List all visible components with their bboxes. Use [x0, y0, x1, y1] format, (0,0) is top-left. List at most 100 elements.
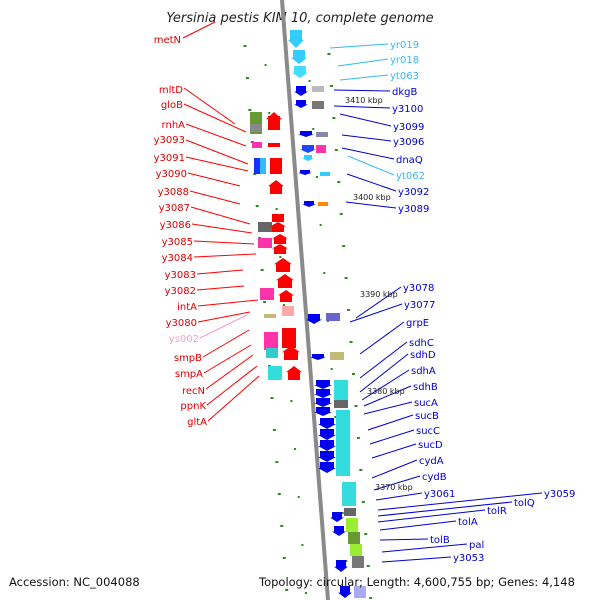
- connector-line: [205, 354, 254, 390]
- gene-box: [250, 124, 262, 132]
- gene-label[interactable]: sucB: [415, 411, 439, 422]
- tick-mark: [344, 277, 348, 279]
- gene-label[interactable]: y3092: [398, 187, 429, 198]
- gene-label[interactable]: y3088: [158, 187, 189, 198]
- gene-arrow: [318, 451, 336, 462]
- gene-label[interactable]: tolB: [430, 535, 450, 546]
- gene-label[interactable]: yr018: [390, 55, 419, 66]
- gene-label[interactable]: ys002: [169, 334, 199, 345]
- gene-label[interactable]: dnaQ: [396, 155, 423, 166]
- connector-line: [197, 311, 251, 323]
- gene-label[interactable]: tolR: [487, 506, 507, 517]
- tick-mark: [245, 77, 249, 79]
- gene-features: [250, 30, 366, 598]
- gene-label[interactable]: gloB: [161, 100, 183, 111]
- gene-label[interactable]: y3084: [162, 253, 193, 264]
- gene-label[interactable]: y3086: [160, 220, 191, 231]
- gene-label[interactable]: sdhC: [409, 338, 434, 349]
- gene-label[interactable]: sucD: [418, 440, 443, 451]
- gene-box: [346, 518, 358, 532]
- kbp-mark: 3390 kbp: [360, 290, 398, 299]
- gene-label[interactable]: y3053: [453, 553, 484, 564]
- gene-label[interactable]: y3099: [393, 122, 424, 133]
- gene-label[interactable]: y3093: [154, 135, 185, 146]
- tick-mark: [275, 208, 278, 210]
- connector-line: [347, 155, 395, 176]
- gene-label[interactable]: mltD: [159, 85, 183, 96]
- gene-label[interactable]: yt062: [396, 171, 425, 182]
- gene-label[interactable]: grpE: [406, 318, 429, 329]
- connector-line: [190, 206, 251, 225]
- gene-label[interactable]: y3089: [398, 204, 429, 215]
- gene-arrow: [291, 50, 307, 64]
- connector-line: [377, 509, 486, 523]
- kbp-mark: 3410 kbp: [345, 96, 383, 105]
- gene-label[interactable]: y3082: [165, 286, 196, 297]
- tick-mark: [290, 400, 293, 402]
- gene-label[interactable]: rnhA: [162, 120, 186, 131]
- gene-label[interactable]: sucA: [414, 398, 438, 409]
- tick-mark: [351, 373, 355, 375]
- gene-label[interactable]: yr019: [390, 40, 419, 51]
- gene-label[interactable]: dkgB: [392, 87, 417, 98]
- gene-label[interactable]: y3087: [159, 203, 190, 214]
- connector-line: [196, 269, 244, 275]
- gene-label[interactable]: y3090: [156, 169, 187, 180]
- gene-label[interactable]: tolA: [458, 517, 478, 528]
- gene-label[interactable]: cydA: [419, 456, 444, 467]
- gene-label[interactable]: sdhA: [411, 366, 436, 377]
- gene-label[interactable]: y3059: [544, 489, 575, 500]
- tick-mark: [334, 149, 338, 151]
- tick-mark: [354, 405, 358, 407]
- gene-label[interactable]: metN: [154, 35, 181, 46]
- gene-box: [342, 482, 356, 506]
- connector-line: [202, 329, 250, 358]
- gene-box: [264, 332, 278, 350]
- gene-box: [312, 101, 324, 109]
- gene-arrow: [314, 389, 332, 398]
- gene-arrow: [332, 526, 346, 536]
- gene-box: [264, 314, 276, 318]
- connector-line: [345, 201, 397, 209]
- gene-label[interactable]: smpA: [175, 369, 203, 380]
- gene-label[interactable]: y3096: [393, 137, 424, 148]
- tick-mark: [279, 256, 282, 258]
- gene-label[interactable]: gltA: [187, 417, 207, 428]
- gene-label[interactable]: sdhD: [410, 350, 436, 361]
- gene-label[interactable]: ppnK: [180, 401, 206, 412]
- gene-box: [344, 508, 356, 516]
- gene-label[interactable]: y3085: [162, 237, 193, 248]
- tick-mark: [327, 53, 331, 55]
- connector-line: [185, 156, 249, 172]
- gene-label[interactable]: yt063: [390, 71, 419, 82]
- gene-label[interactable]: sdhB: [413, 382, 438, 393]
- connector-line: [207, 375, 260, 422]
- gene-label[interactable]: y3080: [166, 318, 197, 329]
- gene-arrow: [294, 100, 308, 108]
- connector-line: [371, 459, 418, 479]
- connector-line: [193, 253, 257, 258]
- tick-mark: [345, 560, 348, 562]
- gene-label[interactable]: smpB: [174, 353, 202, 364]
- gene-box: [330, 352, 344, 360]
- connector-line: [359, 353, 409, 393]
- gene-label[interactable]: intA: [177, 302, 197, 313]
- tick-mark: [366, 565, 370, 567]
- gene-label[interactable]: y3061: [424, 489, 455, 500]
- kbp-mark: 3380 kbp: [367, 387, 405, 396]
- gene-label[interactable]: tolQ: [514, 498, 535, 509]
- gene-label[interactable]: y3100: [392, 104, 423, 115]
- connector-line: [203, 344, 252, 374]
- gene-box: [312, 86, 324, 92]
- gene-label[interactable]: y3083: [165, 270, 196, 281]
- gene-label[interactable]: y3078: [403, 283, 434, 294]
- gene-label[interactable]: cydB: [422, 472, 447, 483]
- gene-label[interactable]: pal: [469, 540, 484, 551]
- gene-label[interactable]: sucC: [416, 426, 440, 437]
- gene-label[interactable]: y3091: [154, 153, 185, 164]
- kbp-marks: 3410 kbp 3400 kbp 3390 kbp 3380 kbp 3370…: [345, 96, 413, 492]
- gene-label[interactable]: y3077: [404, 300, 435, 311]
- gene-arrow: [318, 462, 336, 473]
- gene-label[interactable]: recN: [182, 386, 205, 397]
